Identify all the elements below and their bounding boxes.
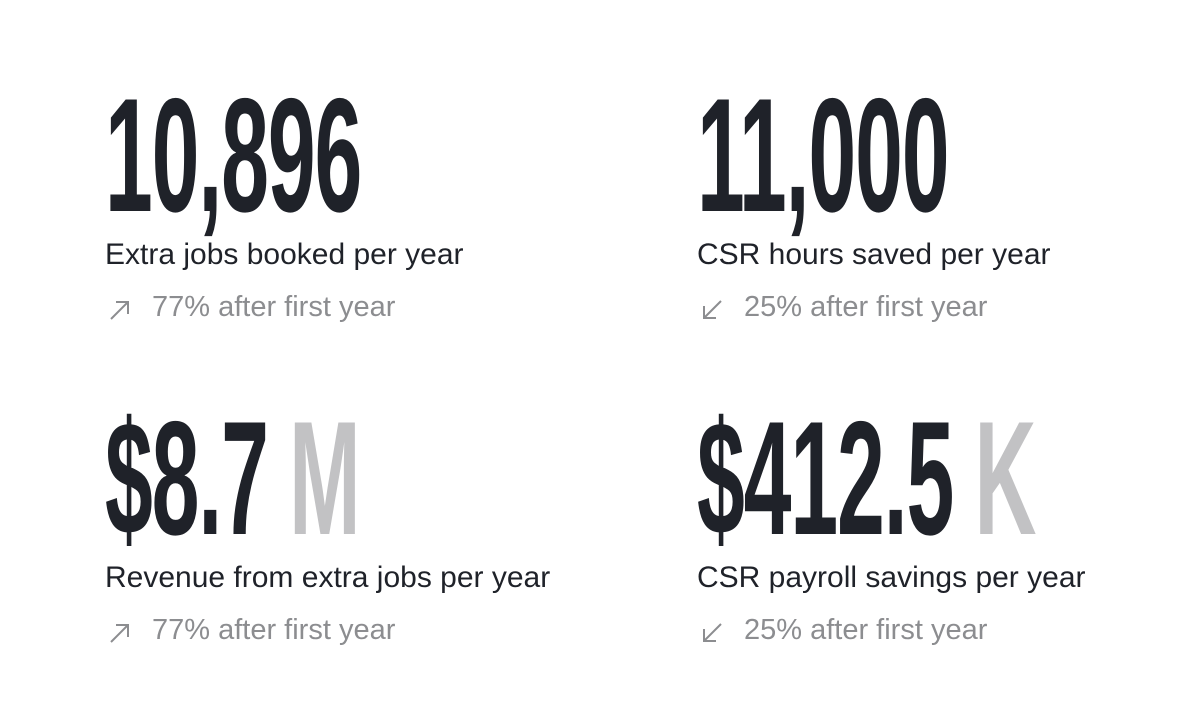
stat-value: $8.7 M: [105, 398, 361, 560]
value: $8.7: [105, 388, 269, 569]
arrow-down-left: [703, 623, 722, 642]
stat-card: 10,896 Extra jobs booked per year 77% af…: [105, 75, 665, 375]
arrow-up-right: [110, 624, 129, 643]
stat-label: CSR payroll savings per year: [697, 561, 1086, 594]
stat-label: Extra jobs booked per year: [105, 238, 464, 271]
unit-suffix: M: [289, 388, 361, 569]
stat-value: $412.5 K: [697, 398, 1036, 560]
arrow-up-right: [110, 301, 129, 320]
stat-change: 77% after first year: [152, 291, 396, 323]
stat-label: Revenue from extra jobs per year: [105, 561, 551, 594]
stat-change: 77% after first year: [152, 614, 396, 646]
stat-change: 25% after first year: [744, 291, 988, 323]
value: 10,896: [105, 65, 362, 246]
stat-value: 11,000: [697, 75, 950, 237]
value: $412.5: [697, 388, 954, 569]
arrow-down-left: [703, 300, 722, 319]
value: 11,000: [697, 65, 950, 246]
stat-change: 25% after first year: [744, 614, 988, 646]
stat-label: CSR hours saved per year: [697, 238, 1051, 271]
unit-suffix: K: [974, 388, 1036, 569]
stat-value: 10,896: [105, 75, 362, 237]
stat-card: 11,000 CSR hours saved per year 25% afte…: [697, 75, 1180, 375]
stat-card: $412.5 K CSR payroll savings per year 25%…: [697, 398, 1180, 698]
stat-card: $8.7 M Revenue from extra jobs per year 7…: [105, 398, 665, 698]
